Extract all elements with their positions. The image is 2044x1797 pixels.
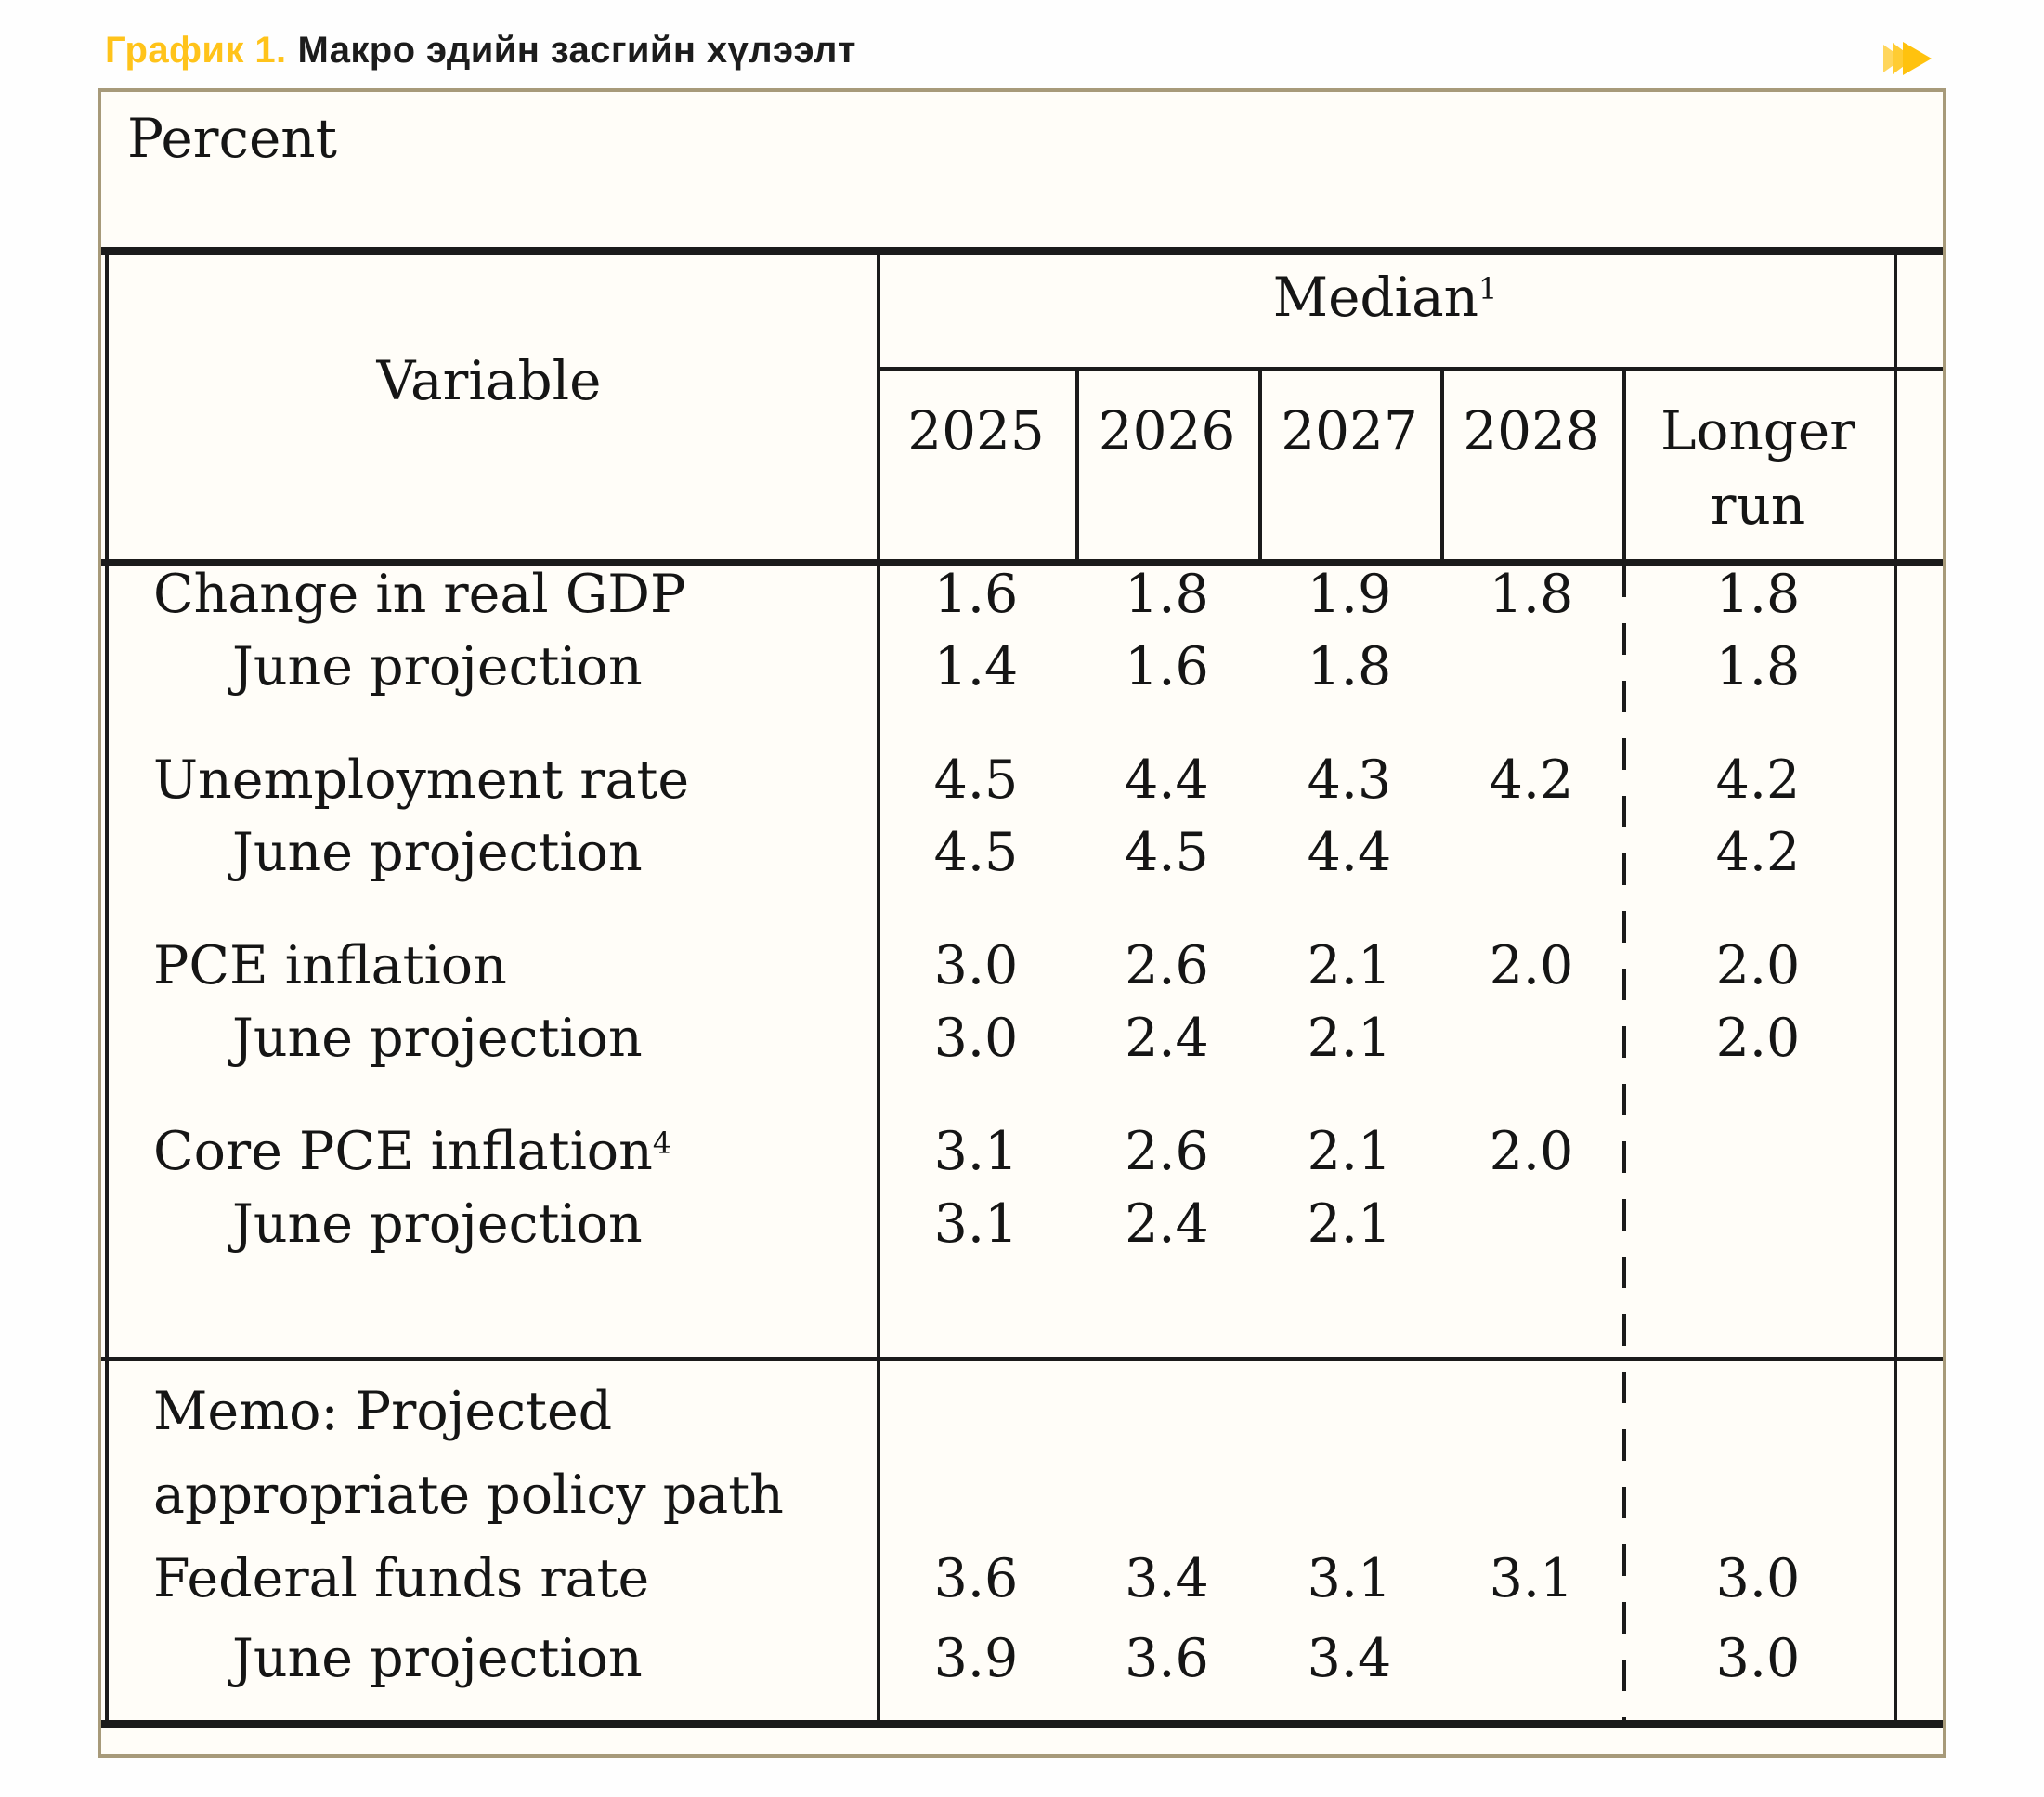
rule-top [101, 247, 1943, 255]
cell: 4.2 [1489, 749, 1574, 811]
cell: 2.1 [1307, 1008, 1392, 1069]
cell: 2.1 [1307, 1121, 1392, 1182]
cell: 1.8 [1715, 564, 1801, 625]
table-row-fed-funds: Federal funds rate 3.6 3.4 3.1 3.1 3.0 [101, 1542, 1943, 1616]
projections-table-panel: Percent Variable Median1 2025 2026 2027 … [98, 88, 1946, 1758]
core-pce-footnote-sup: 4 [652, 1126, 671, 1161]
row-label: June projection [232, 1628, 643, 1689]
table-row-pce: PCE inflation 3.0 2.6 2.1 2.0 2.0 [101, 929, 1943, 1003]
rule-under-median [877, 367, 1943, 371]
col-header-2026: 2026 [1098, 399, 1236, 462]
cell: 3.1 [933, 1121, 1019, 1182]
cell: 1.8 [1489, 564, 1574, 625]
row-label: June projection [232, 1008, 643, 1069]
fast-forward-icon [1883, 42, 1932, 75]
cell: 3.4 [1307, 1628, 1392, 1689]
cell: 3.0 [1715, 1548, 1801, 1609]
figure-title: График 1. Макро эдийн засгийн хүлээлт [105, 28, 856, 72]
cell: 4.4 [1307, 822, 1392, 883]
col-header-longer-run: Longer run [1660, 399, 1855, 537]
cell: 4.5 [933, 749, 1019, 811]
sep-2028-longer [1622, 367, 1626, 566]
sep-variable [877, 247, 880, 1728]
row-label: Change in real GDP [153, 564, 686, 625]
cell: 2.0 [1489, 1121, 1574, 1182]
figure-title-text: Макро эдийн засгийн хүлээлт [297, 30, 856, 71]
cell: 2.4 [1125, 1008, 1209, 1069]
cell: 1.8 [1715, 636, 1801, 697]
table-row-core-pce: Core PCE inflation4 3.1 2.6 2.1 2.0 [101, 1114, 1943, 1189]
table-row-pce-june: June projection 3.0 2.4 2.1 2.0 [101, 1001, 1943, 1075]
cell: 3.6 [1125, 1628, 1209, 1689]
figure-title-number: График 1. [105, 30, 287, 71]
cell: 3.6 [933, 1548, 1019, 1609]
cell: 3.0 [1715, 1628, 1801, 1689]
cell: 3.1 [933, 1193, 1019, 1255]
cell: 4.2 [1715, 749, 1801, 811]
row-label: PCE inflation [153, 935, 507, 996]
cell: 2.0 [1715, 1008, 1801, 1069]
row-label: June projection [232, 822, 643, 883]
cell: 2.1 [1307, 935, 1392, 996]
cell: 2.6 [1125, 1121, 1209, 1182]
cell: 2.0 [1489, 935, 1574, 996]
sep-longer-run-right [1894, 247, 1897, 1728]
memo-heading-line2: appropriate policy path [153, 1465, 784, 1526]
cell: 1.6 [1125, 636, 1209, 697]
rule-under-years [101, 559, 1943, 566]
cell: 1.9 [1307, 564, 1392, 625]
table-row-unemployment: Unemployment rate 4.5 4.4 4.3 4.2 4.2 [101, 743, 1943, 817]
rule-above-memo [101, 1357, 1943, 1361]
sep-2027-2028 [1440, 367, 1444, 566]
cell: 2.4 [1125, 1193, 1209, 1255]
variable-header: Variable [376, 349, 602, 412]
sep-2025-2026 [1075, 367, 1079, 566]
cell: 3.1 [1307, 1548, 1392, 1609]
row-label: Federal funds rate [153, 1548, 650, 1609]
col-header-2027: 2027 [1281, 399, 1418, 462]
col-header-2028: 2028 [1463, 399, 1600, 462]
cell: 2.1 [1307, 1193, 1392, 1255]
col-header-2025: 2025 [907, 399, 1045, 462]
cell: 1.6 [933, 564, 1019, 625]
cell: 3.0 [933, 935, 1019, 996]
dashed-sep-longer-run [1622, 566, 1626, 1720]
unit-label: Percent [127, 107, 337, 170]
table-row-core-pce-june: June projection 3.1 2.4 2.1 [101, 1187, 1943, 1261]
cell: 4.5 [1125, 822, 1209, 883]
row-label: June projection [232, 1193, 643, 1255]
frame-left [105, 247, 109, 1728]
row-label: June projection [232, 636, 643, 697]
cell: 1.8 [1307, 636, 1392, 697]
table-row-unemployment-june: June projection 4.5 4.5 4.4 4.2 [101, 815, 1943, 890]
table-row-fed-funds-june: June projection 3.9 3.6 3.4 3.0 [101, 1621, 1943, 1696]
row-label: Unemployment rate [153, 749, 690, 811]
cell: 3.0 [933, 1008, 1019, 1069]
cell: 4.5 [933, 822, 1019, 883]
memo-heading-line1: Memo: Projected [153, 1381, 613, 1442]
table-row-gdp-june: June projection 1.4 1.6 1.8 1.8 [101, 630, 1943, 704]
table-row-gdp: Change in real GDP 1.6 1.8 1.9 1.8 1.8 [101, 557, 1943, 632]
cell: 4.4 [1125, 749, 1209, 811]
rule-bottom [101, 1720, 1943, 1728]
median-footnote-sup: 1 [1478, 271, 1498, 307]
cell: 2.0 [1715, 935, 1801, 996]
cell: 1.4 [933, 636, 1019, 697]
row-label: Core PCE inflation4 [153, 1121, 671, 1182]
cell: 3.9 [933, 1628, 1019, 1689]
cell: 4.3 [1307, 749, 1392, 811]
cell: 2.6 [1125, 935, 1209, 996]
cell: 4.2 [1715, 822, 1801, 883]
sep-2026-2027 [1258, 367, 1262, 566]
cell: 3.1 [1489, 1548, 1574, 1609]
cell: 1.8 [1125, 564, 1209, 625]
median-header: Median1 [1272, 266, 1498, 329]
cell: 3.4 [1125, 1548, 1209, 1609]
